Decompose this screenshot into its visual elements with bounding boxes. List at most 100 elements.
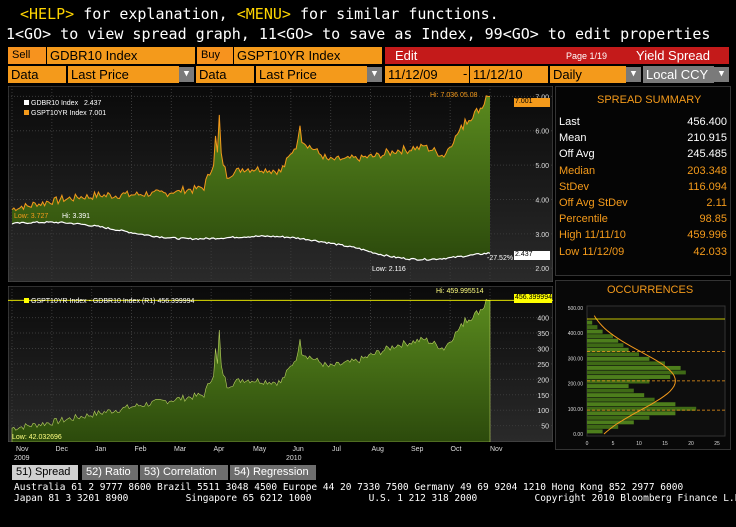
occ-y-tick: 200.00 [568,382,584,388]
upper-pct-label: -27.52% [487,255,514,262]
summary-value: 459.996 [687,229,727,242]
histogram-bar [587,356,650,361]
currency-dropdown-icon[interactable]: ▼ [714,67,729,82]
currency-select[interactable]: Local CCY [643,66,714,83]
tab-regression[interactable]: 54) Regression [230,465,316,480]
histogram-bar [587,320,593,325]
spread-fill [11,298,491,442]
upper-low2-label: Low: 2.116 [372,266,406,273]
summary-row: Percentile 98.85 [557,213,729,229]
gspt10yr-line [11,95,491,212]
tab-correlation[interactable]: 53) Correlation [140,465,228,480]
summary-key: Off Avg [559,148,595,161]
occ-y-tick: 0.00 [573,432,583,438]
summary-row: High 11/11/10 459.996 [557,229,729,245]
price-field-2[interactable]: Last Price [256,66,367,83]
summary-title: SPREAD SUMMARY [597,94,702,106]
summary-value: 456.400 [687,116,727,128]
histogram-bar [587,347,629,352]
summary-row: Last 456.400 [557,116,729,132]
x-tick-label: Apr [213,446,225,453]
end-date-field[interactable]: 11/12/10 [470,66,548,83]
y-tick-label: 350 [537,331,549,338]
histogram-bar [587,379,650,384]
occ-x-tick: 10 [636,441,642,447]
occ-y-tick: 100.00 [568,407,584,413]
summary-key: Median [559,164,596,177]
y-tick-label: 200 [537,377,549,384]
y-tick-label: 100 [537,408,549,415]
legend-gspt10yr: GSPT10YR Index 7.001 [24,110,106,117]
menu-key[interactable]: <MENU> [236,5,291,23]
normal-curve [593,315,676,435]
summary-value: 42.033 [693,245,727,258]
x-tick-label: May [253,446,267,453]
x-tick-label: Dec [55,446,68,453]
x-year-label: 2009 [14,455,30,462]
summary-key: Percentile [559,213,608,226]
y-tick-label: 2.00 [535,266,549,273]
y-tick-label: 5.00 [535,163,549,170]
commands-line: 1<GO> to view spread graph, 11<GO> to sa… [6,25,711,43]
summary-row: Mean 210.915 [557,132,729,148]
y-tick-label: 300 [537,346,549,353]
page-indicator: Page 1/19 [566,51,608,61]
period-select[interactable]: Daily [550,66,626,83]
summary-value: 245.485 [687,148,727,161]
lower-hi-label: Hi: 459.995514 [436,288,484,295]
buy-label: Buy [197,47,233,64]
x-axis: Nov Dec Jan Feb Mar Apr May Jun Jul Aug Sep Oct Nov 2… [8,444,553,464]
histogram-bar [587,406,697,411]
price-field-2-dropdown-icon[interactable]: ▼ [367,67,382,82]
summary-value: 203.348 [687,164,727,177]
occ-y-tick: 300.00 [568,356,584,362]
histogram-bar [587,375,671,379]
occ-x-tick: 25 [714,441,720,447]
summary-key: Last [559,116,580,128]
tab-ratio[interactable]: 52) Ratio [82,465,138,480]
buy-ticker-field[interactable]: GSPT10YR Index [234,47,382,64]
lower-low-label: Low: 42.032696 [12,434,62,441]
help-key[interactable]: <HELP> [20,5,75,23]
period-dropdown-icon[interactable]: ▼ [626,67,641,82]
y-tick-label: 4.00 [535,197,549,204]
tab-spread[interactable]: 51) Spread [12,465,78,480]
x-tick-label: Mar [174,446,187,453]
help-line: <HELP> for explanation, <MENU> for simil… [20,5,499,24]
summary-key: Off Avg StDev [559,197,628,209]
upper-hi2-label: Hi: 3.391 [62,213,91,220]
histogram-bar [587,329,603,334]
histogram-bar [587,411,676,416]
histogram-bar [587,397,655,402]
occurrences-title: OCCURRENCES [607,284,694,296]
start-date-field[interactable]: 11/12/09 [385,66,463,83]
sell-ticker-field[interactable]: GDBR10 Index [47,47,195,64]
data-field-1[interactable]: Data [8,66,66,83]
histogram-bar [587,338,619,343]
y-tick-label: 150 [537,393,549,400]
x-tick-label: Aug [371,446,384,453]
x-tick-label: Nov [16,446,29,453]
footer-contacts: Australia 61 2 9777 8600 Brazil 5511 304… [14,482,684,493]
summary-row: StDev 116.094 [557,181,729,197]
last-spread-tag: 456.399994 [514,294,552,303]
histogram-bar [587,365,681,370]
histogram-bar [587,420,634,425]
edit-button[interactable]: Edit [385,47,563,64]
x-tick-label: Feb [134,446,147,453]
y-tick-label: 7.00 [535,94,549,101]
data-field-2[interactable]: Data [196,66,254,83]
summary-row: Off Avg StDev 2.11 [557,197,729,213]
x-tick-label: Jul [332,446,341,453]
summary-key: High 11/11/10 [559,229,626,242]
occ-y-tick: 500.00 [568,306,584,312]
price-field-1-dropdown-icon[interactable]: ▼ [179,67,194,82]
lower-legend: GSPT10YR Index - GDBR10 Index (R1) 456.3… [24,298,194,305]
price-field-1[interactable]: Last Price [68,66,179,83]
histogram-bar [587,388,634,393]
histogram-bar [587,343,624,348]
summary-value: 210.915 [687,132,727,145]
summary-key: Mean [559,132,587,145]
occ-x-tick: 15 [662,441,668,447]
histogram-bar [587,384,629,389]
